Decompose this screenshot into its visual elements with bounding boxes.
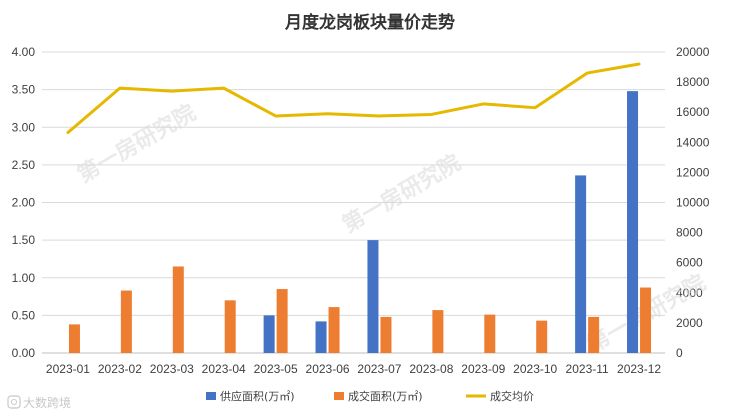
y-right-tick-label: 8000: [676, 226, 703, 240]
transaction-bar: [68, 324, 80, 353]
x-tick-label: 2023-10: [513, 362, 557, 376]
x-tick-label: 2023-04: [202, 362, 246, 376]
y-right-tick-label: 0: [676, 346, 683, 360]
legend: 供应面积(万㎡) 成交面积(万㎡) 成交均价: [206, 389, 534, 403]
y-right-tick-label: 18000: [676, 75, 710, 89]
legend-swatch: [206, 392, 216, 400]
legend-label: 成交均价: [490, 389, 534, 403]
x-tick-label: 2023-03: [150, 362, 194, 376]
transaction-bar: [640, 287, 652, 353]
supply-bar: [315, 321, 327, 353]
price-line: [66, 62, 641, 135]
y-right-tick-label: 20000: [676, 45, 710, 59]
transaction-bar: [484, 314, 496, 353]
supply-bar: [627, 91, 639, 353]
supply-bar: [263, 315, 275, 353]
x-tick-label: 2023-12: [617, 362, 661, 376]
supply-bar: [367, 240, 379, 353]
x-tick-label: 2023-01: [46, 362, 90, 376]
transaction-bar: [328, 307, 340, 353]
transaction-bar: [588, 316, 600, 353]
logo-text: 大数跨境: [23, 395, 71, 410]
bars: [68, 91, 652, 353]
y-right-tick-label: 10000: [676, 196, 710, 210]
legend-label: 供应面积(万㎡): [220, 389, 295, 403]
legend-swatch: [334, 392, 344, 400]
gridlines: [42, 51, 665, 354]
watermark-text: 第一房研究院: [338, 150, 465, 239]
y-left-tick-label: 3.50: [12, 83, 36, 97]
transaction-bar: [276, 289, 288, 353]
y-left-tick-label: 0.50: [12, 308, 36, 322]
transaction-bar: [120, 290, 132, 353]
y-left-axis: 0.00 0.50 1.00 1.50 2.00 2.50 3.00 3.50 4.00: [12, 45, 36, 360]
y-right-tick-label: 14000: [676, 135, 710, 149]
y-left-tick-label: 2.50: [12, 158, 36, 172]
transaction-bar: [380, 316, 392, 353]
logo: 大数跨境: [7, 395, 71, 410]
x-tick-label: 2023-02: [98, 362, 142, 376]
y-left-tick-label: 1.00: [12, 271, 36, 285]
transaction-bar: [536, 320, 548, 353]
y-right-tick-label: 6000: [676, 256, 703, 270]
y-right-tick-label: 12000: [676, 165, 710, 179]
x-tick-label: 2023-06: [306, 362, 350, 376]
transaction-bar: [224, 300, 236, 353]
x-tick-label: 2023-09: [461, 362, 505, 376]
legend-label: 成交面积(万㎡): [348, 389, 423, 403]
watermarks: 第一房研究院第一房研究院第一房研究院: [73, 100, 710, 359]
x-tick-label: 2023-11: [566, 362, 609, 376]
x-tick-label: 2023-07: [357, 362, 401, 376]
y-left-tick-label: 0.00: [12, 346, 36, 360]
transaction-bar: [172, 266, 184, 353]
y-left-tick-label: 2.00: [12, 196, 36, 210]
x-tick-label: 2023-08: [409, 362, 453, 376]
y-left-tick-label: 1.50: [12, 233, 36, 247]
transaction-bar: [432, 310, 444, 353]
y-right-axis: 0 2000 4000 6000 8000 10000 12000 14000 16000 180…: [676, 45, 710, 360]
y-right-tick-label: 4000: [676, 286, 703, 300]
supply-bar: [575, 175, 587, 353]
price-line-path: [66, 62, 641, 135]
y-right-tick-label: 16000: [676, 105, 710, 119]
y-right-tick-label: 2000: [676, 316, 703, 330]
logo-icon: [7, 395, 21, 409]
y-left-tick-label: 3.00: [12, 120, 36, 134]
x-axis: 2023-01 2023-02 2023-03 2023-04 2023-05 2023-…: [46, 362, 661, 376]
x-tick-label: 2023-05: [254, 362, 298, 376]
chart-title: 月度龙岗板块量价走势: [284, 12, 455, 33]
y-left-tick-label: 4.00: [12, 45, 36, 59]
